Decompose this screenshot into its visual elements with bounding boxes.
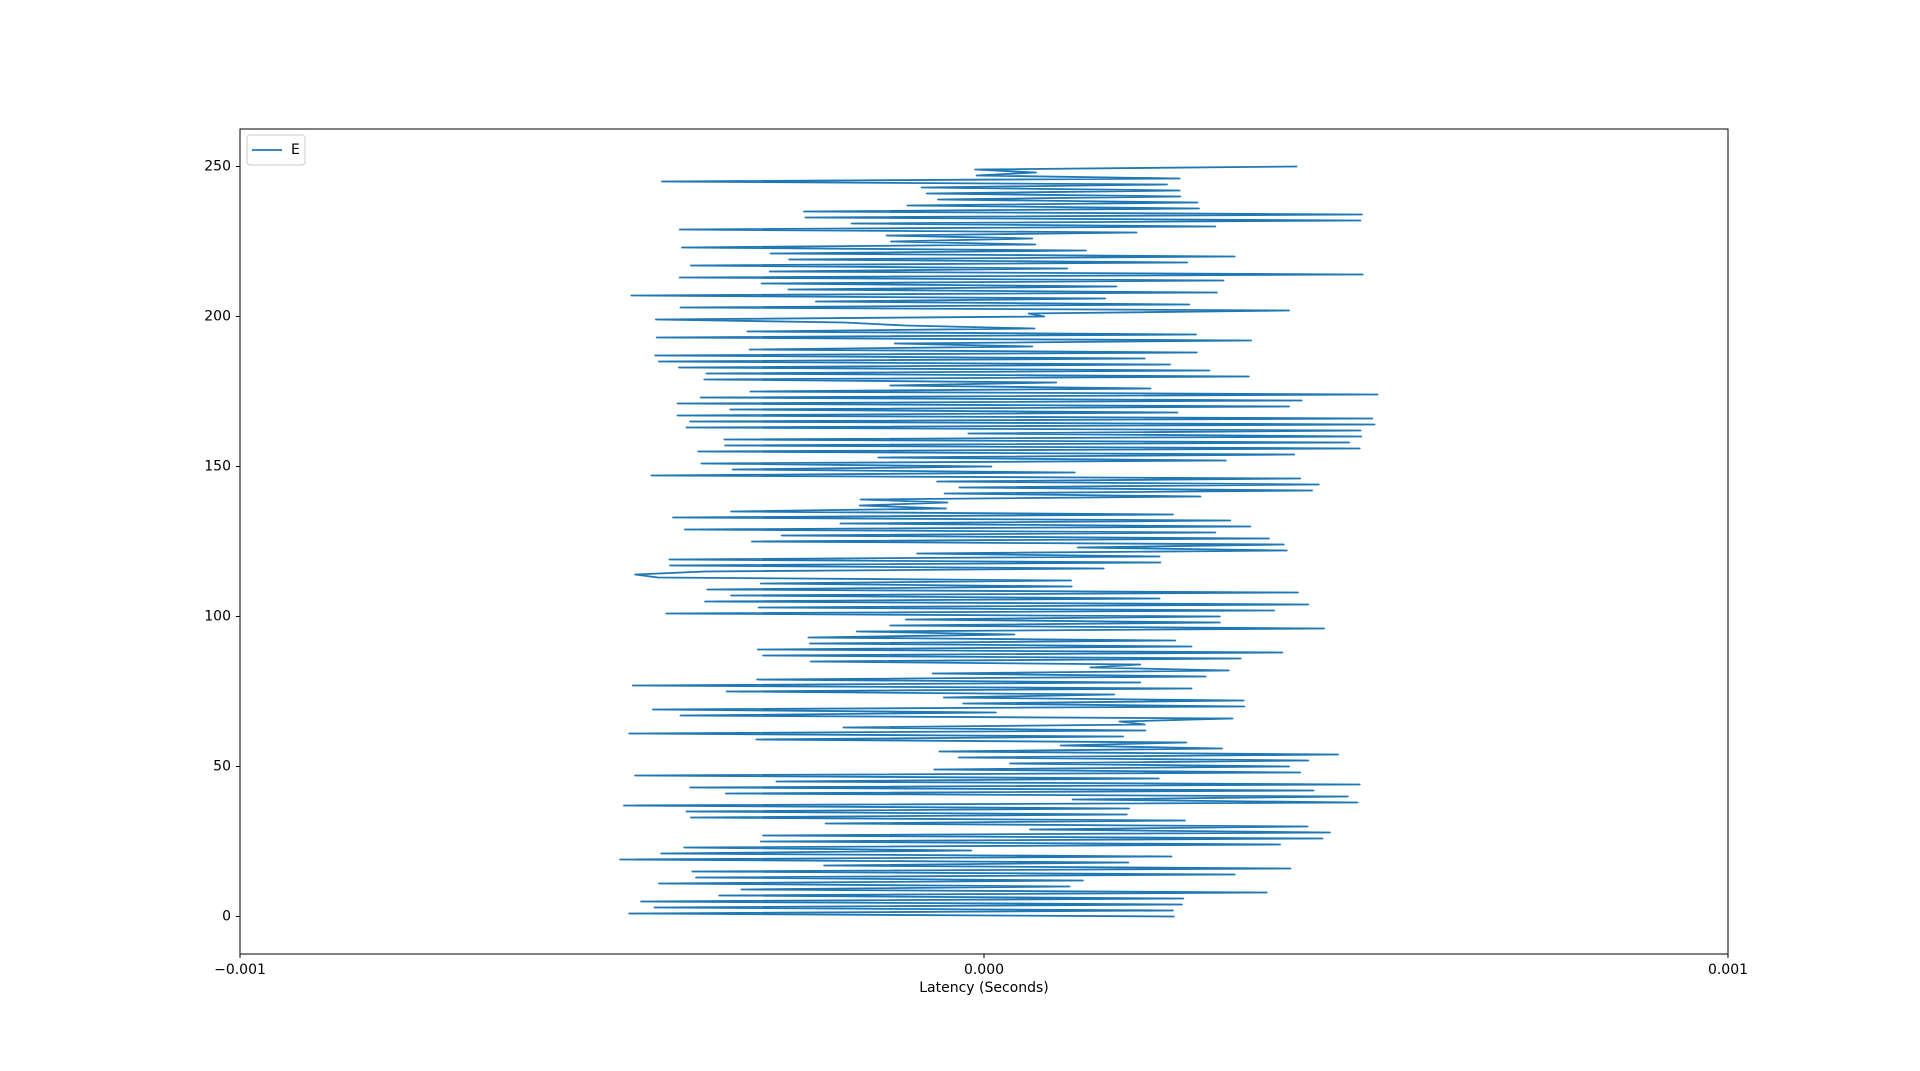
y-tick-label: 200 [204,309,231,325]
legend-label: E [291,142,300,158]
y-tick-label: 0 [222,909,231,925]
data-line [619,165,1379,918]
y-tick-label: 150 [204,459,231,475]
x-tick-label: 0.000 [964,962,1004,978]
y-tick-label: 50 [213,759,231,775]
y-tick-label: 250 [204,159,231,175]
x-axis-label: Latency (Seconds) [919,980,1049,996]
plot-frame [239,128,1729,955]
x-tick-label: 0.001 [1708,962,1748,978]
x-tick-label: −0.001 [214,962,266,978]
y-tick-label: 100 [204,609,231,625]
